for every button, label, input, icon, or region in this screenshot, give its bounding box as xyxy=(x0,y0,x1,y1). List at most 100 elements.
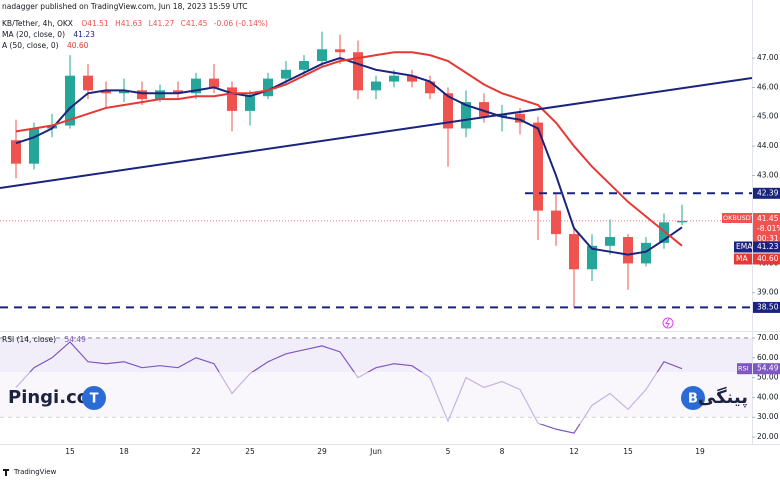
x-tick-label: 15 xyxy=(65,447,75,456)
rsi-legend: RSI (14, close) 54.49 xyxy=(2,335,86,344)
legend-value: 54.49 xyxy=(64,335,86,344)
series-tag-name: MA xyxy=(736,254,748,263)
footer-brand: TradingView xyxy=(13,468,57,476)
footer-logo xyxy=(3,469,9,476)
candle-body xyxy=(641,242,651,264)
watermark-coin xyxy=(681,386,705,410)
series-tag-box xyxy=(753,253,780,265)
x-tick-label: 22 xyxy=(191,447,201,456)
price-tag-countdown: 00:31 xyxy=(757,234,779,243)
level-tag-label: 38.50 xyxy=(757,302,779,311)
watermark-left: Pingi.co xyxy=(8,387,89,408)
watermark-coin-symbol: T xyxy=(90,392,99,407)
series-tag-name: EMA xyxy=(736,242,753,251)
candle-body xyxy=(191,78,201,94)
y-tick-label: 45.00 xyxy=(757,112,779,121)
ma-legend: A (50, close, 0) 40.60 xyxy=(2,41,89,50)
x-tick-label: 5 xyxy=(446,447,451,456)
open-readout: O41.51 xyxy=(81,19,109,28)
candle-body xyxy=(29,128,39,164)
price-tag-value: 41.45 xyxy=(757,214,779,223)
y-tick-label: 20.00 xyxy=(757,432,779,441)
level-tag xyxy=(753,301,780,313)
candle-body xyxy=(209,78,219,88)
published-note: nadagger published on TradingView.com, J… xyxy=(2,2,247,11)
y-tick-label: 40.00 xyxy=(757,392,779,401)
candle-body xyxy=(65,75,75,126)
watermark-right: پینگی xyxy=(698,386,748,408)
candle-body xyxy=(569,234,579,270)
candle-body xyxy=(551,210,561,235)
candle-body xyxy=(137,90,147,100)
candle-body xyxy=(227,87,237,111)
x-tick-label: 8 xyxy=(500,447,505,456)
change-readout: -0.06 (-0.14%) xyxy=(214,19,268,28)
x-tick-label: 12 xyxy=(569,447,579,456)
y-tick-label: 60.00 xyxy=(757,353,779,362)
candle-body xyxy=(173,90,183,94)
price-tag-change: -8.01% xyxy=(757,224,780,233)
trend-line xyxy=(0,77,753,189)
candle-body xyxy=(443,93,453,129)
candle-body xyxy=(335,49,345,53)
watermark-coin xyxy=(82,386,106,410)
candle-body xyxy=(407,75,417,82)
candle-body xyxy=(263,78,273,97)
candle-body xyxy=(11,140,21,164)
legend-name: RSI (14, close) xyxy=(2,335,56,344)
candle-body xyxy=(317,49,327,62)
legend-name: MA (20, close, 0) xyxy=(2,30,65,39)
candle-body xyxy=(299,61,309,70)
legend-name: A (50, close, 0) xyxy=(2,41,59,50)
candle-body xyxy=(587,245,597,270)
series-tag-value: 41.23 xyxy=(757,242,779,251)
close-readout: C41.45 xyxy=(181,19,208,28)
candle-body xyxy=(659,222,669,243)
candle-body xyxy=(515,113,525,123)
y-tick-label: 70.00 xyxy=(757,333,779,342)
series-tag xyxy=(734,241,752,253)
indicator-line xyxy=(15,51,683,247)
candle-body xyxy=(605,237,615,246)
candle-body xyxy=(533,122,543,211)
x-tick-label: Jun xyxy=(369,447,382,456)
y-tick-label: 39.00 xyxy=(757,288,779,297)
symbol: KB/Tether, 4h, OKX xyxy=(2,19,73,28)
candle-body xyxy=(677,220,687,223)
watermark-coin-symbol: B xyxy=(688,392,698,407)
candle-body xyxy=(101,90,111,94)
candle-body xyxy=(245,96,255,111)
y-tick-label: 43.00 xyxy=(757,170,779,179)
level-tag xyxy=(753,187,780,199)
x-tick-label: 29 xyxy=(317,447,327,456)
series-tag xyxy=(734,253,752,265)
candle-body xyxy=(83,75,93,91)
x-tick-label: 15 xyxy=(623,447,633,456)
level-tag-label: 42.39 xyxy=(757,188,779,197)
rsi-line xyxy=(15,341,683,434)
candle-body xyxy=(281,69,291,79)
ohlc-legend: KB/Tether, 4h, OKX O41.51 H41.63 L41.27 … xyxy=(2,19,268,28)
watermark-band xyxy=(0,372,752,424)
low-readout: L41.27 xyxy=(149,19,175,28)
y-tick-label: 50.00 xyxy=(757,373,779,382)
candle-body xyxy=(623,237,633,264)
candle-body xyxy=(425,81,435,94)
series-tag-box xyxy=(753,241,780,253)
y-tick-label: 46.00 xyxy=(757,82,779,91)
event-icon-bolt xyxy=(665,318,670,328)
legend-value: 41.23 xyxy=(73,30,95,39)
y-tick-label: 30.00 xyxy=(757,412,779,421)
y-tick-label: 47.00 xyxy=(757,53,779,62)
x-tick-label: 19 xyxy=(695,447,705,456)
rsi-tag-name: RSI xyxy=(738,365,749,373)
candle-body xyxy=(119,90,129,94)
candle-body xyxy=(353,52,363,91)
candle-body xyxy=(155,90,165,100)
rsi-tag-box xyxy=(753,363,780,375)
candle-body xyxy=(461,102,471,129)
candle-body xyxy=(479,102,489,117)
price-tag-box xyxy=(753,213,780,244)
indicator-line xyxy=(15,57,683,256)
